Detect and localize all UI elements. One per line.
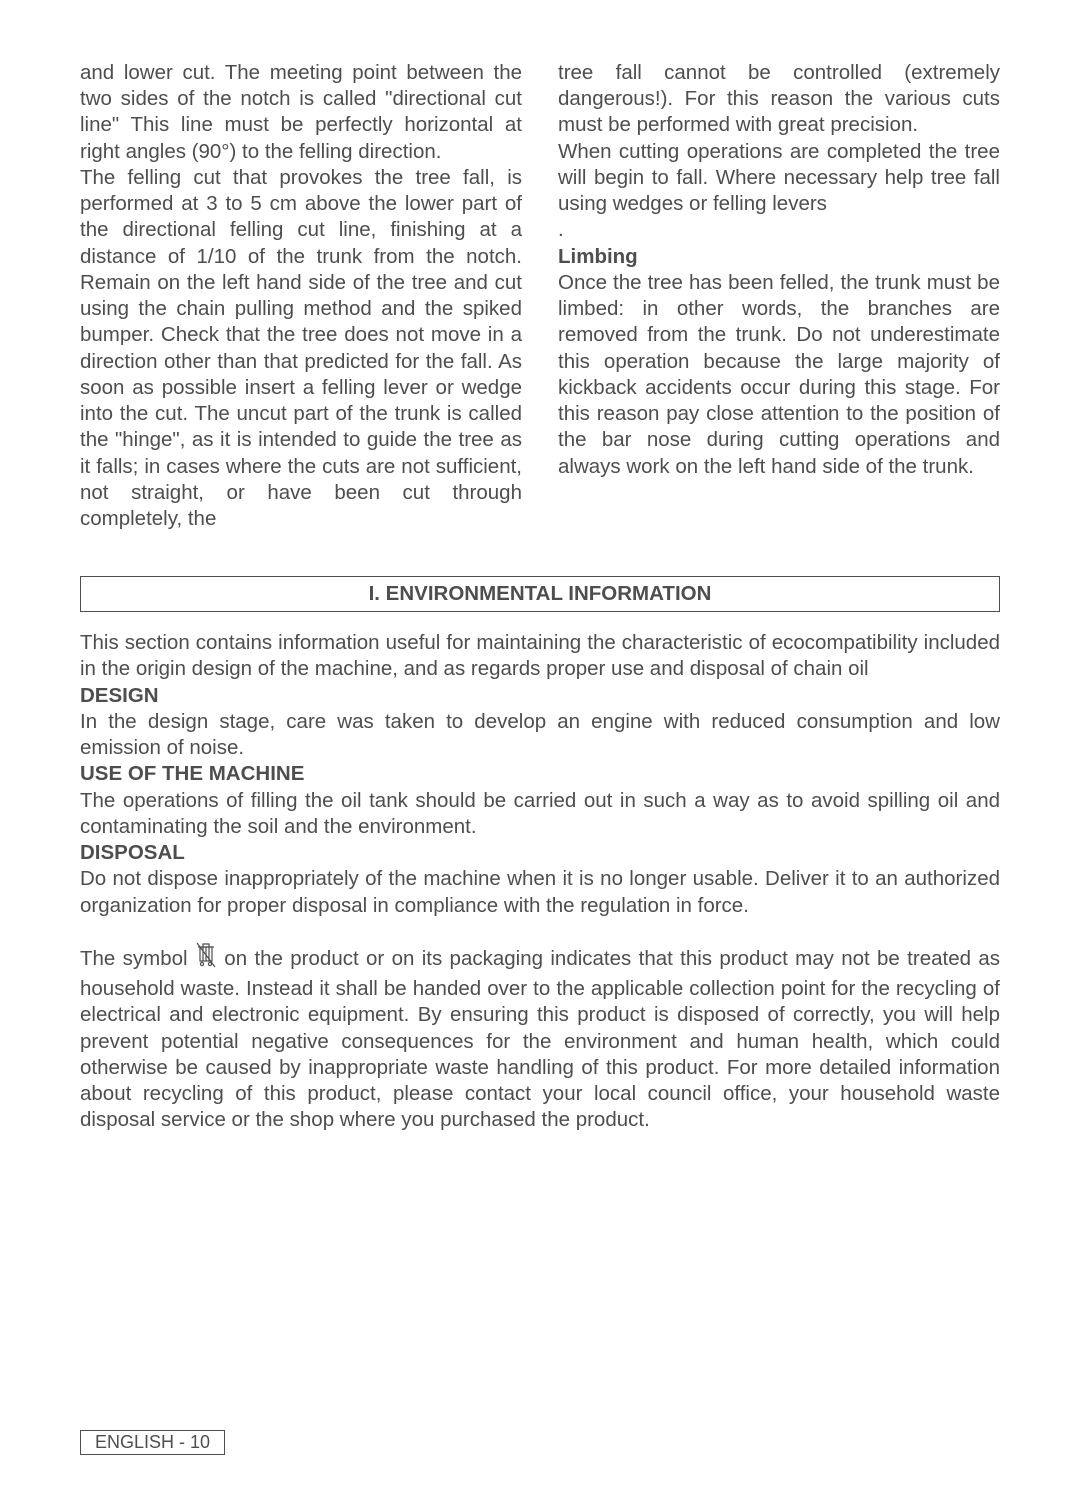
right-paragraph-3: Once the tree has been felled, the trunk… (558, 270, 1000, 480)
limbing-heading: Limbing (558, 244, 1000, 270)
section-i-header: I. ENVIRONMENTAL INFORMATION (80, 576, 1000, 612)
page-footer: ENGLISH - 10 (80, 1430, 225, 1455)
left-paragraph-2: The felling cut that provokes the tree f… (80, 165, 522, 532)
disposal-heading: DISPOSAL (80, 840, 1000, 866)
right-dot-line: . (558, 217, 1000, 243)
use-heading: USE OF THE MACHINE (80, 761, 1000, 787)
section-i-body: This section contains information useful… (80, 630, 1000, 1133)
weee-text-pre: The symbol (80, 947, 195, 970)
footer-text: ENGLISH - 10 (95, 1432, 210, 1452)
weee-paragraph: The symbol on the pro (80, 941, 1000, 1134)
page: and lower cut. The meeting point between… (0, 0, 1080, 1511)
two-column-region: and lower cut. The meeting point between… (80, 60, 1000, 532)
section-i-intro: This section contains information useful… (80, 630, 1000, 682)
left-paragraph-1: and lower cut. The meeting point between… (80, 60, 522, 165)
design-heading: DESIGN (80, 683, 1000, 709)
weee-text-post: on the product or on its packaging indic… (80, 947, 1000, 1131)
weee-bin-svg (195, 941, 217, 969)
use-body: The operations of filling the oil tank s… (80, 788, 1000, 840)
weee-bin-icon (195, 941, 217, 976)
right-paragraph-1: tree fall cannot be controlled (extremel… (558, 60, 1000, 139)
left-column: and lower cut. The meeting point between… (80, 60, 522, 532)
disposal-body: Do not dispose inappropriately of the ma… (80, 866, 1000, 918)
right-paragraph-2: When cutting operations are completed th… (558, 139, 1000, 218)
right-column: tree fall cannot be controlled (extremel… (558, 60, 1000, 532)
design-body: In the design stage, care was taken to d… (80, 709, 1000, 761)
